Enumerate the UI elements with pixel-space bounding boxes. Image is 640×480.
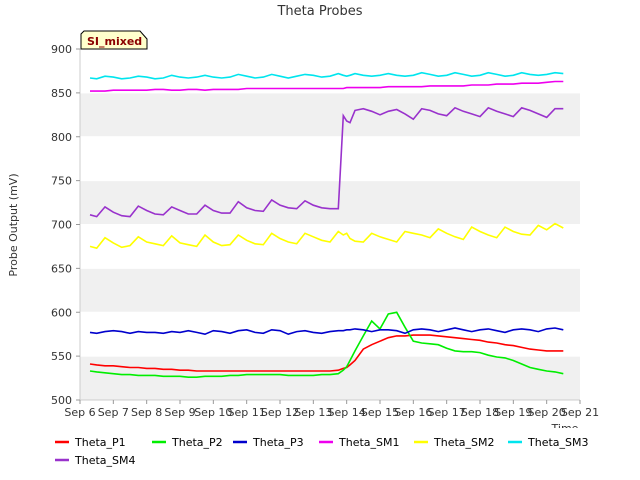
- x-tick-label: Sep 11: [228, 406, 266, 419]
- series-line-theta-sm1: [90, 80, 564, 92]
- x-tick-label: Sep 10: [194, 406, 232, 419]
- plot-band: [80, 92, 580, 137]
- x-tick-label: Sep 18: [461, 406, 499, 419]
- series-line-theta-sm3: [89, 71, 564, 80]
- x-tick-label: Sep 17: [428, 406, 466, 419]
- legend-label: Theta_SM2: [433, 436, 494, 449]
- legend-label: Theta_SM3: [527, 436, 588, 449]
- y-tick-label: 550: [51, 350, 72, 363]
- y-tick-label: 700: [51, 219, 72, 232]
- legend-background: [50, 428, 630, 468]
- x-tick-label: Sep 16: [394, 406, 432, 419]
- plot-band: [80, 224, 580, 269]
- legend-label: Theta_P1: [74, 436, 126, 449]
- series-line-theta-p3: [89, 327, 564, 336]
- x-tick-label: Sep 21: [561, 406, 599, 419]
- series-line-theta-p2: [89, 311, 564, 379]
- y-tick-label: 600: [51, 306, 72, 319]
- x-tick-label: Sep 14: [328, 406, 366, 419]
- site-badge-box: [80, 30, 148, 50]
- plot-band: [80, 136, 580, 181]
- x-tick-label: Sep 13: [294, 406, 332, 419]
- plot-band: [80, 356, 580, 400]
- plot-band: [80, 268, 580, 313]
- x-tick-label: Sep 7: [98, 406, 129, 419]
- y-tick-label: 500: [51, 394, 72, 407]
- y-tick-label: 650: [51, 262, 72, 275]
- series-line-theta-p1: [89, 334, 564, 372]
- x-tick-label: Sep 20: [528, 406, 566, 419]
- plot-band: [80, 312, 580, 357]
- x-tick-label: Sep 8: [131, 406, 162, 419]
- site-badge-label: SI_mixed: [87, 35, 142, 48]
- legend-label: Theta_SM4: [74, 454, 135, 467]
- legend-label: Theta_P2: [171, 436, 223, 449]
- legend-label: Theta_SM1: [338, 436, 399, 449]
- plot-band: [80, 180, 580, 225]
- y-tick-label: 850: [51, 87, 72, 100]
- series-line-theta-sm4: [89, 106, 564, 218]
- x-tick-label: Sep 6: [64, 406, 95, 419]
- series-line-theta-sm2: [89, 222, 564, 250]
- x-tick-label: Sep 9: [164, 406, 195, 419]
- x-tick-label: Sep 19: [494, 406, 532, 419]
- legend-label: Theta_P3: [252, 436, 304, 449]
- y-axis-label: Probe Output (mV): [7, 173, 20, 276]
- x-tick-label: Sep 12: [261, 406, 299, 419]
- y-tick-label: 800: [51, 131, 72, 144]
- plot-band: [80, 49, 580, 93]
- y-tick-label: 900: [51, 43, 72, 56]
- chart-title: Theta Probes: [276, 4, 362, 19]
- x-tick-label: Sep 15: [361, 406, 399, 419]
- y-tick-label: 750: [51, 175, 72, 188]
